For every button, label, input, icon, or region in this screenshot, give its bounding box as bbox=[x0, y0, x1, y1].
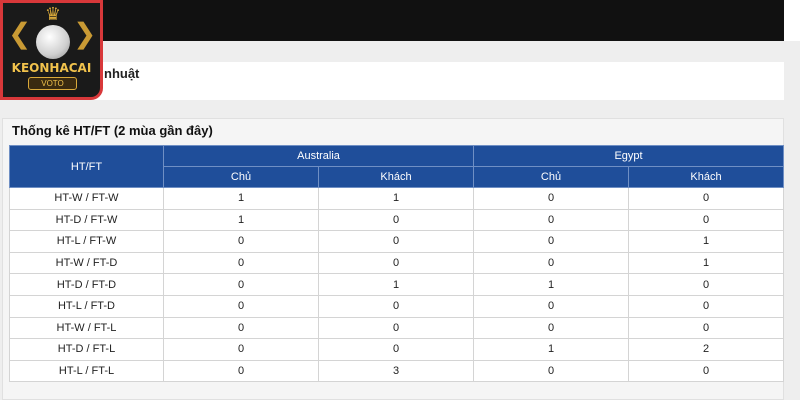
row-label: HT-D / FT-D bbox=[9, 273, 164, 296]
top-bar bbox=[0, 0, 784, 41]
brand-name: KEONHACAI bbox=[11, 61, 92, 75]
table-row: HT-L / FT-D 0 0 0 0 bbox=[9, 294, 785, 318]
cell: 0 bbox=[163, 338, 319, 361]
row-label: HT-W / FT-L bbox=[9, 316, 164, 340]
table-row: HT-W / FT-W 1 1 0 0 bbox=[9, 187, 785, 210]
header-home: Chủ bbox=[163, 166, 319, 188]
cell: 1 bbox=[628, 230, 785, 253]
brand-subname: VOTO bbox=[28, 77, 77, 90]
cell: 0 bbox=[163, 273, 319, 296]
cell: 0 bbox=[628, 208, 785, 232]
cell: 0 bbox=[473, 230, 630, 253]
table-row: HT-D / FT-D 0 1 1 0 bbox=[9, 273, 785, 296]
cell: 0 bbox=[628, 187, 785, 210]
header-team-egypt: Egypt bbox=[473, 145, 785, 167]
brand-logo[interactable]: ♛ ❮ ❯ KEONHACAI VOTO bbox=[0, 0, 103, 100]
cell: 2 bbox=[628, 338, 785, 361]
cell: 1 bbox=[163, 187, 319, 210]
cell: 0 bbox=[628, 316, 785, 340]
cell: 0 bbox=[473, 251, 630, 275]
cell: 0 bbox=[163, 294, 319, 318]
cell: 1 bbox=[317, 187, 475, 210]
cell: 1 bbox=[473, 338, 630, 361]
row-label: HT-D / FT-L bbox=[9, 338, 164, 361]
table-row: HT-L / FT-L 0 3 0 0 bbox=[9, 359, 785, 383]
htft-table: HT/FT Australia Egypt Chủ Khách Chủ Khác… bbox=[9, 145, 785, 383]
row-label: HT-W / FT-D bbox=[9, 251, 164, 275]
cell: 0 bbox=[628, 294, 785, 318]
row-label: HT-D / FT-W bbox=[9, 208, 164, 232]
soccer-ball-icon bbox=[36, 25, 70, 59]
cell: 0 bbox=[317, 338, 475, 361]
row-label: HT-L / FT-D bbox=[9, 294, 164, 318]
cell: 0 bbox=[163, 316, 319, 340]
table-row: HT-D / FT-L 0 0 1 2 bbox=[9, 338, 785, 361]
cell: 0 bbox=[317, 208, 475, 232]
cell: 0 bbox=[317, 294, 475, 318]
crown-icon: ♛ bbox=[44, 4, 62, 24]
header-away: Khách bbox=[317, 166, 475, 188]
header-team-australia: Australia bbox=[162, 145, 475, 167]
row-label: HT-L / FT-L bbox=[9, 359, 164, 383]
row-label: HT-L / FT-W bbox=[9, 230, 164, 253]
section-panel bbox=[12, 62, 784, 100]
cell: 1 bbox=[473, 273, 630, 296]
cell: 1 bbox=[317, 273, 475, 296]
cell: 0 bbox=[317, 251, 475, 275]
wing-right-icon: ❯ bbox=[73, 18, 97, 49]
cell: 0 bbox=[317, 316, 475, 340]
cell: 0 bbox=[163, 359, 319, 383]
table-row: HT-W / FT-L 0 0 0 0 bbox=[9, 316, 785, 340]
cell: 0 bbox=[473, 359, 630, 383]
cell: 0 bbox=[163, 251, 319, 275]
cell: 1 bbox=[628, 251, 785, 275]
table-row: HT-W / FT-D 0 0 0 1 bbox=[9, 251, 785, 275]
cell: 0 bbox=[473, 187, 630, 210]
table-row: HT-D / FT-W 1 0 0 0 bbox=[9, 208, 785, 232]
cell: 1 bbox=[163, 208, 319, 232]
table-row: HT-L / FT-W 0 0 0 1 bbox=[9, 230, 785, 253]
row-label: HT-W / FT-W bbox=[9, 187, 164, 210]
cell: 0 bbox=[473, 294, 630, 318]
section-title: nhuật bbox=[104, 66, 140, 81]
cell: 0 bbox=[628, 273, 785, 296]
header-away: Khách bbox=[628, 166, 785, 188]
stats-title: Thống kê HT/FT (2 mùa gần đây) bbox=[12, 123, 213, 138]
cell: 0 bbox=[473, 208, 630, 232]
cell: 0 bbox=[628, 359, 785, 383]
wing-left-icon: ❮ bbox=[8, 18, 32, 49]
cell: 0 bbox=[473, 316, 630, 340]
cell: 0 bbox=[163, 230, 319, 253]
header-home: Chủ bbox=[473, 166, 630, 188]
header-htft: HT/FT bbox=[9, 145, 164, 188]
cell: 0 bbox=[317, 230, 475, 253]
cell: 3 bbox=[317, 359, 475, 383]
